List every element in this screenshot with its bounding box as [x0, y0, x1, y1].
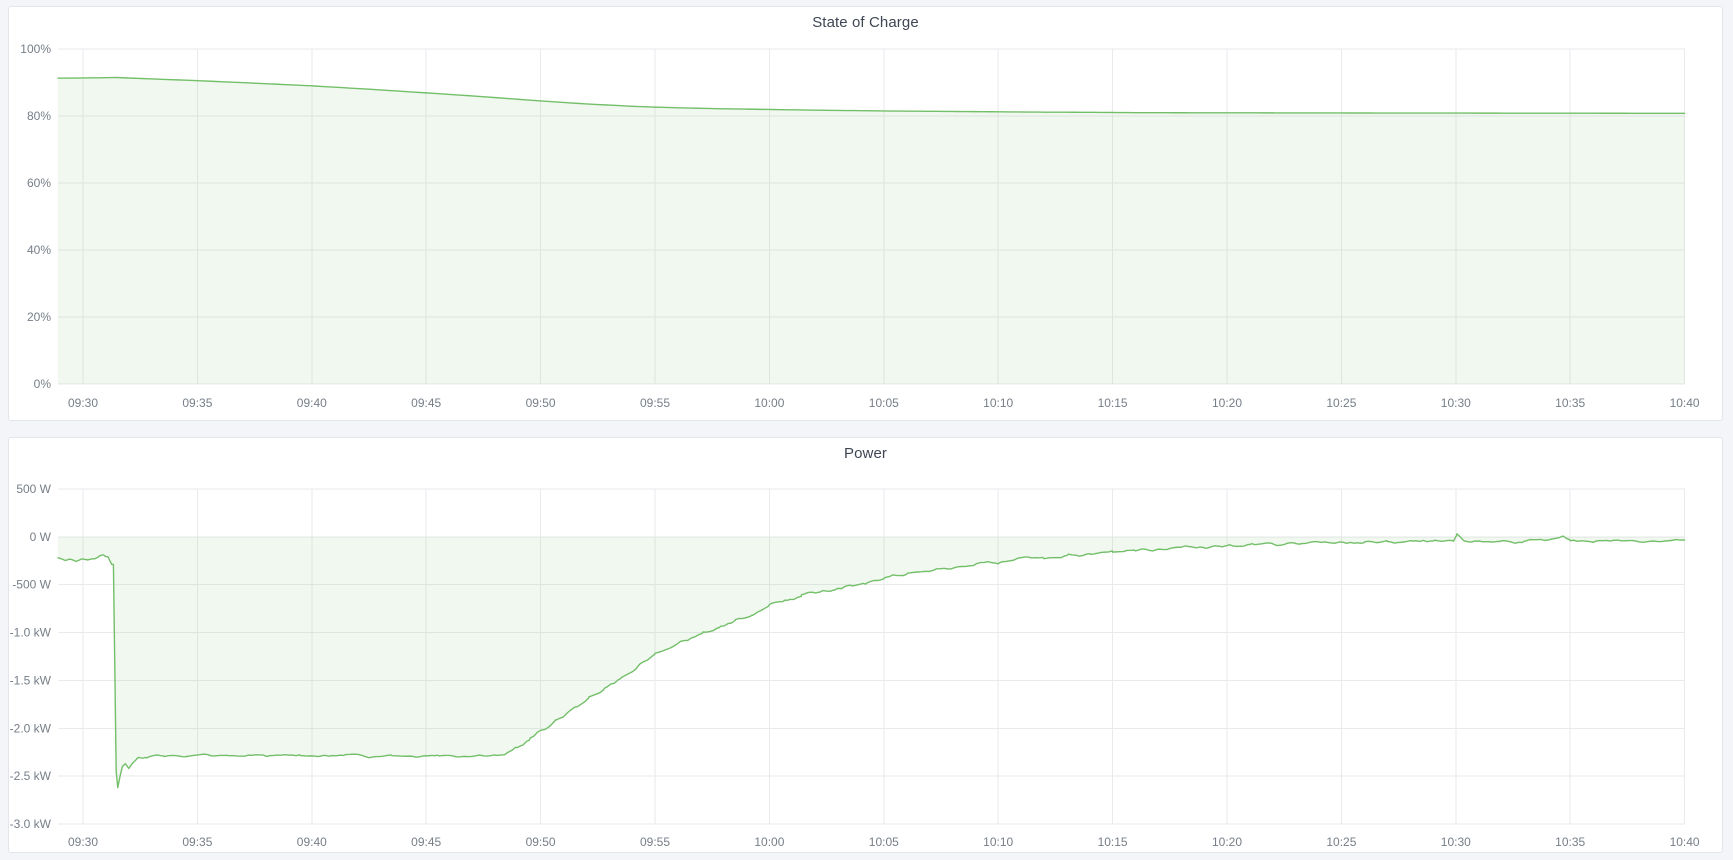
- y-tick-label: -3.0 kW: [10, 817, 52, 831]
- x-tick-label: 10:35: [1555, 835, 1585, 849]
- x-tick-label: 10:40: [1670, 835, 1700, 849]
- x-tick-label: 10:00: [754, 835, 784, 849]
- x-tick-label: 10:00: [754, 396, 784, 410]
- y-tick-label: 100%: [20, 42, 51, 56]
- series-line: [57, 533, 1686, 789]
- x-tick-label: 09:50: [526, 396, 556, 410]
- panel-title-state-of-charge[interactable]: State of Charge: [812, 14, 919, 31]
- y-tick-label: -2.0 kW: [10, 721, 52, 735]
- x-tick-label: 09:40: [297, 396, 327, 410]
- x-tick-label: 10:15: [1098, 835, 1128, 849]
- x-tick-label: 09:55: [640, 835, 670, 849]
- x-tick-label: 10:20: [1212, 396, 1242, 410]
- x-tick-label: 09:55: [640, 396, 670, 410]
- y-tick-label: 80%: [27, 109, 51, 123]
- area-fill: [58, 77, 1685, 384]
- x-tick-label: 10:05: [869, 835, 899, 849]
- y-tick-label: -1.0 kW: [10, 626, 52, 640]
- x-tick-label: 09:50: [526, 835, 556, 849]
- x-tick-label: 10:40: [1670, 396, 1700, 410]
- state-of-charge-chart[interactable]: 100% 80% 60% 40% 20% 0% 09:30 09:35 09:40 09:45 09…: [9, 7, 1722, 420]
- area-fill: [58, 533, 1685, 788]
- y-tick-label: 20%: [27, 310, 51, 324]
- x-tick-label: 09:35: [182, 835, 212, 849]
- x-tick-label: 09:40: [297, 835, 327, 849]
- x-tick-label: 10:20: [1212, 835, 1242, 849]
- x-tick-label: 10:05: [869, 396, 899, 410]
- x-tick-label: 09:30: [68, 396, 98, 410]
- x-tick-label: 10:25: [1326, 396, 1356, 410]
- y-tick-label: 40%: [27, 243, 51, 257]
- power-chart[interactable]: 500 W 0 W -500 W -1.0 kW -1.5 kW -2.0 kW -2.5 …: [9, 438, 1722, 852]
- x-tick-label: 10:15: [1098, 396, 1128, 410]
- y-tick-label: 0 W: [30, 530, 52, 544]
- x-tick-label: 10:30: [1441, 835, 1471, 849]
- x-tick-label: 10:30: [1441, 396, 1471, 410]
- axis-labels: 500 W 0 W -500 W -1.0 kW -1.5 kW -2.0 kW -2.5 …: [10, 482, 1700, 849]
- gridlines: [58, 488, 1686, 825]
- y-tick-label: 0%: [34, 377, 52, 391]
- x-tick-label: 10:25: [1326, 835, 1356, 849]
- y-tick-label: 60%: [27, 176, 51, 190]
- series-line: [57, 76, 1686, 115]
- panel-state-of-charge: State of Charge 100% 80% 60% 40% 20% 0% 09:30 0…: [8, 6, 1723, 421]
- axis-labels: 100% 80% 60% 40% 20% 0% 09:30 09:35 09:40 09:45 09…: [20, 42, 1700, 410]
- x-tick-label: 10:10: [983, 396, 1013, 410]
- x-tick-label: 09:35: [182, 396, 212, 410]
- x-tick-label: 09:45: [411, 835, 441, 849]
- panel-power: Power 500 W 0 W -500 W -1.0 kW -1.5 kW -2.0 k…: [8, 437, 1723, 853]
- x-tick-label: 10:35: [1555, 396, 1585, 410]
- y-tick-label: -2.5 kW: [10, 769, 52, 783]
- y-tick-label: 500 W: [16, 482, 51, 496]
- x-tick-label: 09:45: [411, 396, 441, 410]
- x-tick-label: 10:10: [983, 835, 1013, 849]
- panel-title-power[interactable]: Power: [843, 445, 888, 462]
- x-tick-label: 09:30: [68, 835, 98, 849]
- y-tick-label: -500 W: [12, 578, 51, 592]
- gridlines: [58, 48, 1686, 385]
- y-tick-label: -1.5 kW: [10, 673, 52, 687]
